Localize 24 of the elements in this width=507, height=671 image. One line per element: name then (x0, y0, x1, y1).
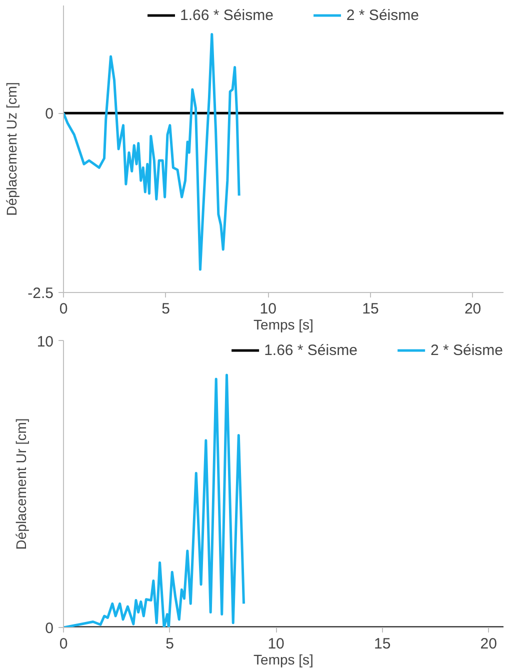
line-series (64, 374, 245, 628)
legend-label: 2 * Séisme (430, 342, 503, 358)
x-tick-label: 10 (260, 300, 276, 318)
legend-label: 1.66 * Séisme (264, 342, 358, 358)
x-tick-label: 20 (480, 636, 497, 652)
legend-label: 2 * Séisme (346, 6, 419, 24)
x-tick-label: 0 (59, 636, 68, 652)
y-tick-label: 0 (45, 620, 54, 637)
x-axis-title: Temps [s] (254, 652, 314, 668)
line-series (64, 32, 240, 271)
x-tick-label: 5 (162, 300, 170, 318)
y-axis-title: Déplacement Ur [cm] (12, 418, 29, 550)
x-tick-label: 0 (59, 300, 68, 318)
x-tick-label: 10 (268, 636, 284, 652)
x-tick-label: 5 (166, 636, 174, 652)
y-tick-label: 10 (36, 334, 54, 350)
y-tick-label: -2.5 (28, 285, 54, 302)
x-tick-label: 15 (362, 300, 379, 318)
legend-label: 1.66 * Séisme (180, 6, 274, 24)
y-tick-label: 0 (45, 106, 54, 123)
x-axis-title: Temps [s] (254, 316, 314, 332)
x-tick-label: 15 (374, 636, 391, 652)
x-tick-label: 20 (464, 300, 482, 318)
y-axis-title: Déplacement Uz [cm] (4, 82, 20, 216)
